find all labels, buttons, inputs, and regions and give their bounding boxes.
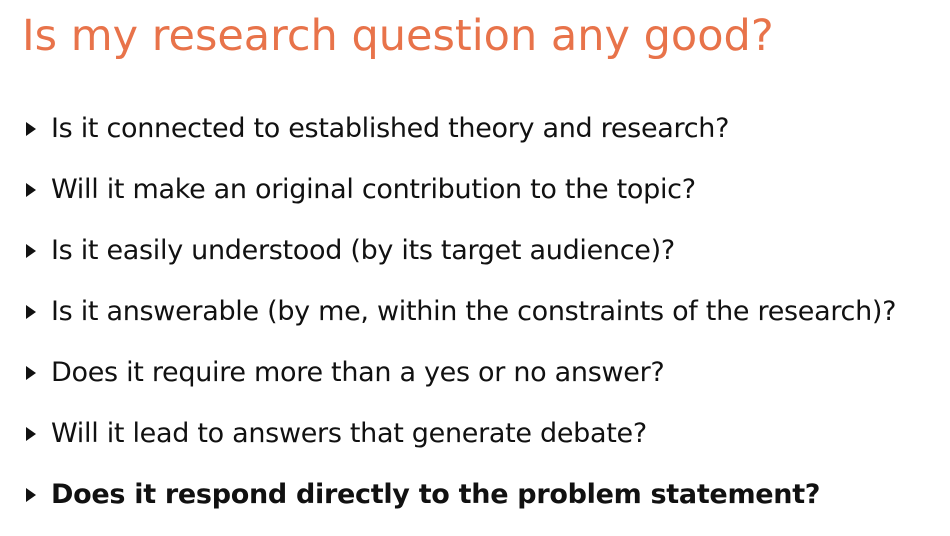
triangle-right-icon	[26, 365, 36, 380]
bullet-item: Does it require more than a yes or no an…	[26, 342, 896, 403]
bullet-item-emphasized: Does it respond directly to the problem …	[26, 464, 896, 525]
triangle-right-icon	[26, 426, 36, 441]
bullet-item: Will it lead to answers that generate de…	[26, 403, 896, 464]
bullet-text: Is it easily understood (by its target a…	[51, 235, 675, 266]
triangle-right-icon	[26, 304, 36, 319]
bullet-text: Is it answerable (by me, within the cons…	[51, 296, 897, 327]
triangle-right-icon	[26, 243, 36, 258]
bullet-item: Is it easily understood (by its target a…	[26, 220, 896, 281]
triangle-right-icon	[26, 121, 36, 136]
bullet-list: Is it connected to established theory an…	[26, 98, 896, 525]
bullet-text: Will it lead to answers that generate de…	[51, 418, 647, 449]
bullet-text: Does it respond directly to the problem …	[51, 479, 821, 510]
bullet-item: Is it connected to established theory an…	[26, 98, 896, 159]
triangle-right-icon	[26, 182, 36, 197]
slide-title: Is my research question any good?	[22, 11, 774, 61]
bullet-item: Will it make an original contribution to…	[26, 159, 896, 220]
triangle-right-icon	[26, 487, 36, 502]
bullet-text: Does it require more than a yes or no an…	[51, 357, 665, 388]
bullet-text: Will it make an original contribution to…	[51, 174, 696, 205]
bullet-item: Is it answerable (by me, within the cons…	[26, 281, 896, 342]
bullet-text: Is it connected to established theory an…	[51, 113, 730, 144]
